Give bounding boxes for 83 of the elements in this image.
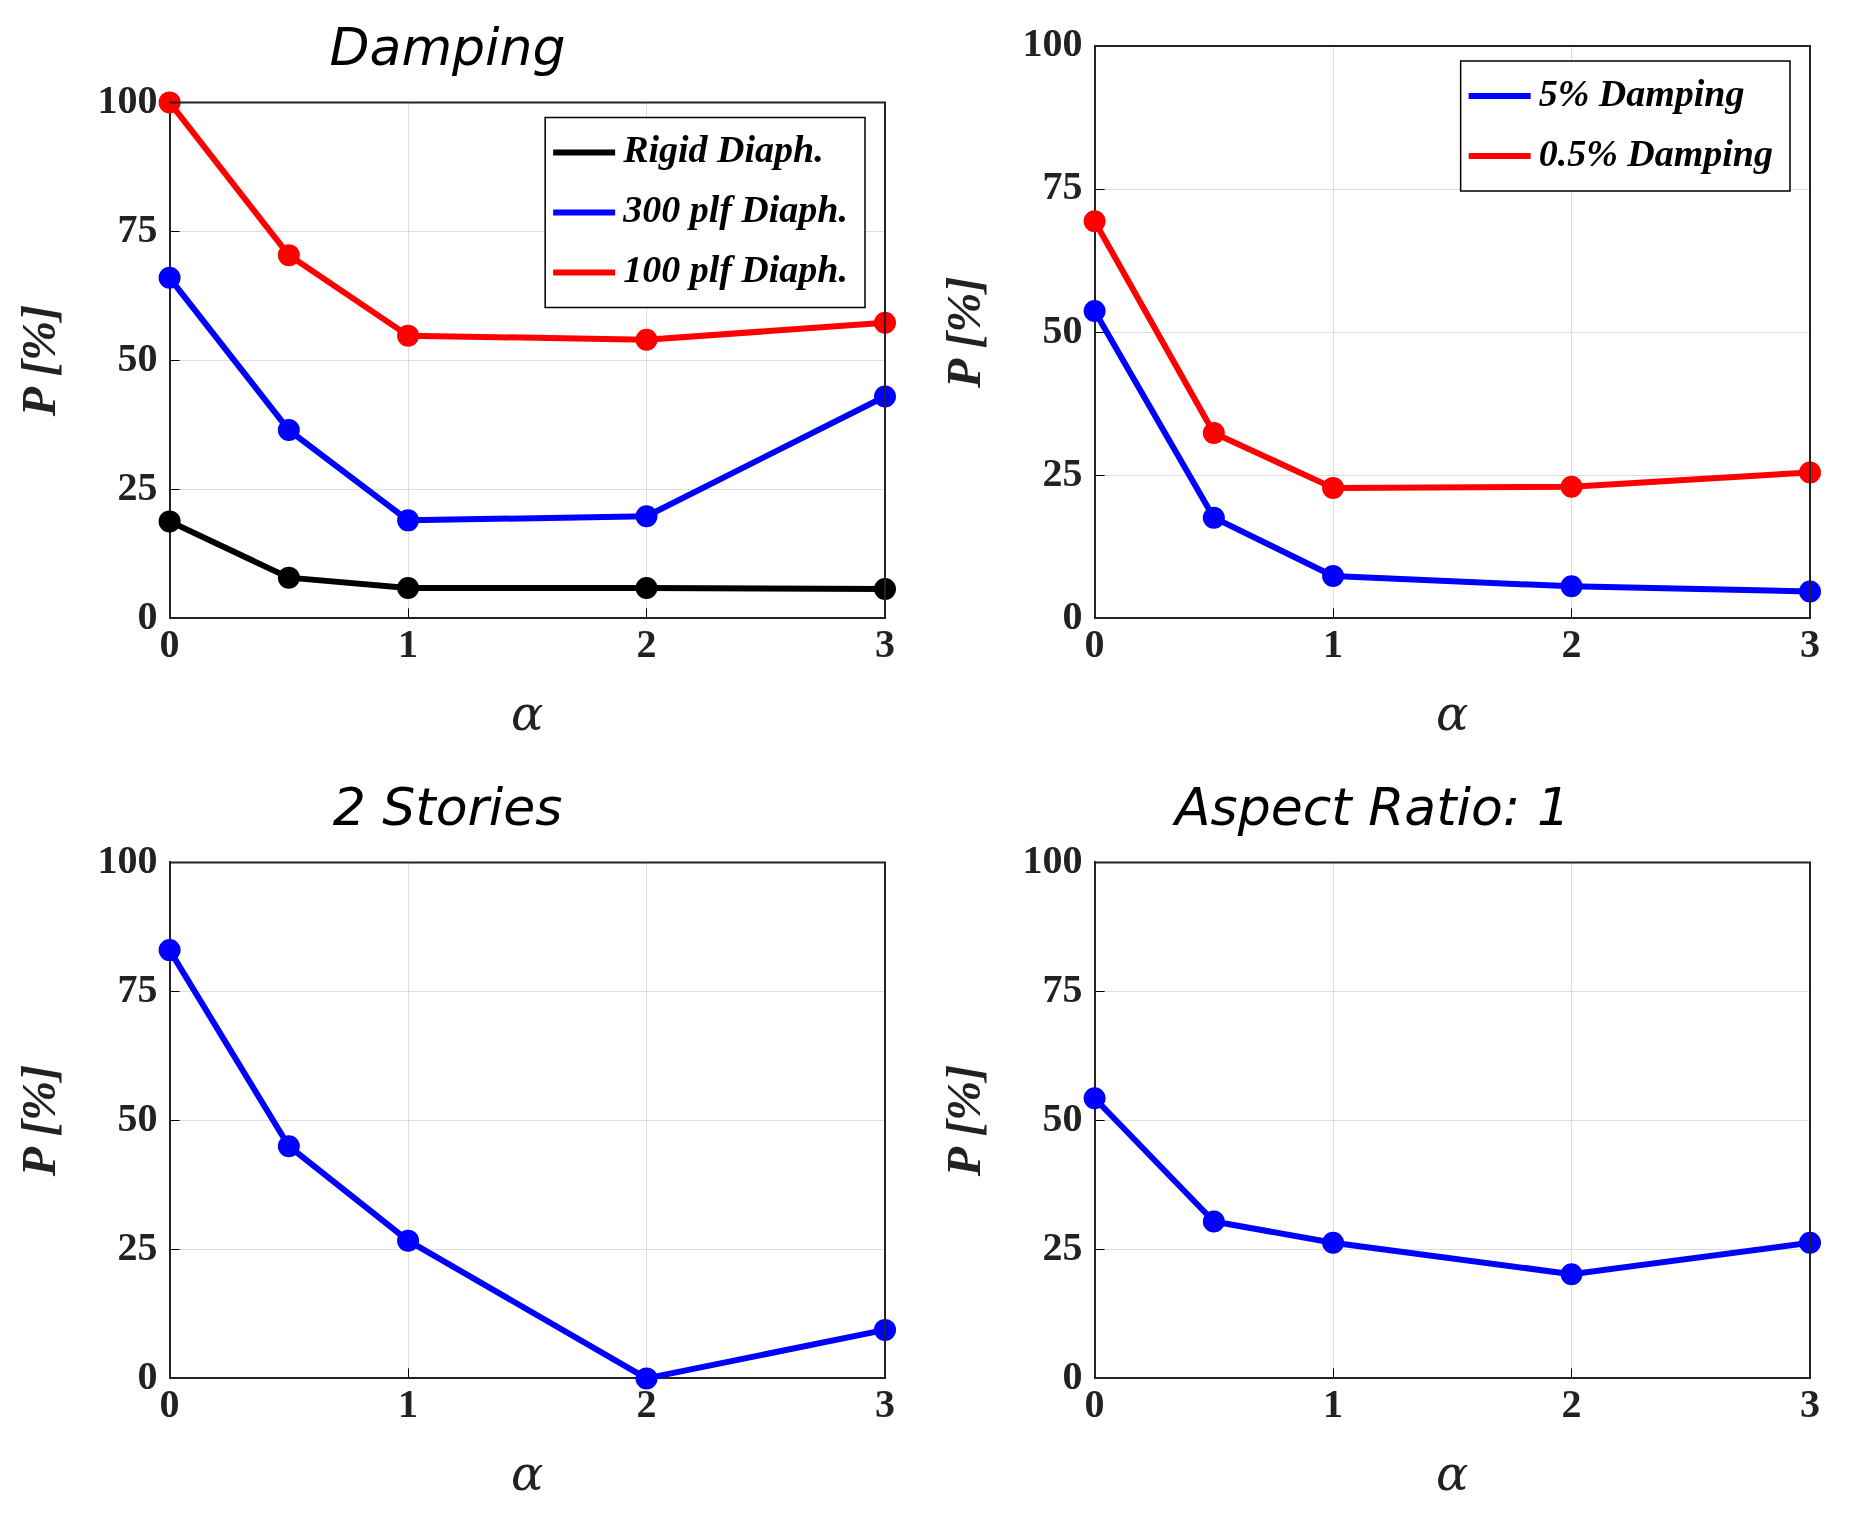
x-tick-label: 1 [1323, 1380, 1344, 1426]
x-tick-label: 2 [636, 1380, 657, 1426]
point [1322, 565, 1345, 588]
legend-label: 0.5% Damping [1538, 131, 1774, 174]
point [635, 576, 658, 599]
x-axis-title: α [1436, 1444, 1469, 1501]
y-tick-label: 75 [1042, 163, 1083, 209]
y-tick-label: 0 [137, 1352, 158, 1398]
point [635, 505, 658, 528]
x-tick-label: 3 [875, 620, 895, 666]
point [1799, 1231, 1821, 1254]
point [277, 1135, 300, 1158]
y-tick-label: 100 [1022, 836, 1083, 882]
x-tick-label: 3 [875, 1380, 895, 1426]
point [635, 1367, 658, 1390]
point [158, 939, 181, 962]
y-tick-label: 75 [117, 205, 158, 251]
point [397, 324, 420, 347]
x-tick-label: 3 [1800, 620, 1820, 666]
point [1799, 461, 1821, 484]
y-axis-title: P [%] [937, 276, 991, 389]
point [1083, 300, 1106, 323]
point [1083, 1087, 1106, 1110]
point [397, 576, 420, 599]
y-tick-label: 75 [117, 965, 158, 1011]
y-tick-label: 50 [1042, 306, 1083, 352]
x-axis-title: α [1436, 684, 1469, 741]
point [277, 566, 300, 589]
legend-label: 5% Damping [1538, 71, 1745, 114]
y-tick-label: 50 [117, 334, 158, 380]
x-tick-label: 2 [1561, 620, 1582, 666]
point [1560, 475, 1583, 498]
y-tick-label: 25 [1042, 449, 1083, 495]
y-axis-title: P [%] [12, 1064, 66, 1178]
point [1083, 210, 1106, 233]
y-tick-label: 25 [117, 1223, 158, 1269]
x-tick-label: 1 [1323, 620, 1344, 666]
point [1202, 506, 1225, 529]
legend-label: 300 plf Diaph. [622, 188, 849, 231]
chart-title: Aspect Ratio: 1 [1172, 776, 1570, 837]
y-tick-label: 100 [97, 76, 158, 122]
point [1560, 1263, 1583, 1286]
point [277, 244, 300, 267]
point [397, 509, 420, 532]
legend-label: Rigid Diaph. [622, 128, 824, 171]
y-tick-label: 100 [1022, 20, 1083, 66]
point [874, 311, 896, 334]
point [874, 577, 896, 600]
point [158, 510, 181, 533]
chart-title: Damping [329, 16, 566, 77]
x-tick-label: 2 [636, 620, 657, 666]
point [1322, 1231, 1345, 1254]
y-tick-label: 75 [1042, 965, 1083, 1011]
x-axis-title: α [511, 684, 544, 741]
x-tick-label: 1 [398, 620, 419, 666]
point [277, 419, 300, 442]
y-tick-label: 0 [137, 592, 158, 638]
point [874, 1318, 896, 1341]
x-axis-title: α [511, 1444, 544, 1501]
y-tick-label: 25 [117, 463, 158, 509]
y-tick-label: 25 [1042, 1223, 1083, 1269]
x-tick-label: 2 [1561, 1380, 1582, 1426]
y-tick-label: 50 [1042, 1094, 1083, 1140]
y-tick-label: 0 [1062, 592, 1083, 638]
point [158, 91, 181, 114]
y-tick-label: 50 [117, 1094, 158, 1140]
x-tick-label: 3 [1800, 1380, 1820, 1426]
point [874, 385, 896, 408]
y-tick-label: 100 [97, 836, 158, 882]
y-axis-title: P [%] [937, 1064, 991, 1178]
y-axis-title: P [%] [12, 304, 66, 418]
point [397, 1229, 420, 1252]
point [1202, 421, 1225, 444]
point [635, 328, 658, 351]
chart-title: 2 Stories [332, 776, 563, 837]
point [158, 266, 181, 289]
point [1202, 1210, 1225, 1233]
point [1560, 575, 1583, 598]
x-tick-label: 1 [398, 1380, 419, 1426]
legend-label: 100 plf Diaph. [623, 248, 849, 291]
point [1799, 580, 1821, 603]
point [1322, 476, 1345, 499]
y-tick-label: 0 [1062, 1352, 1083, 1398]
